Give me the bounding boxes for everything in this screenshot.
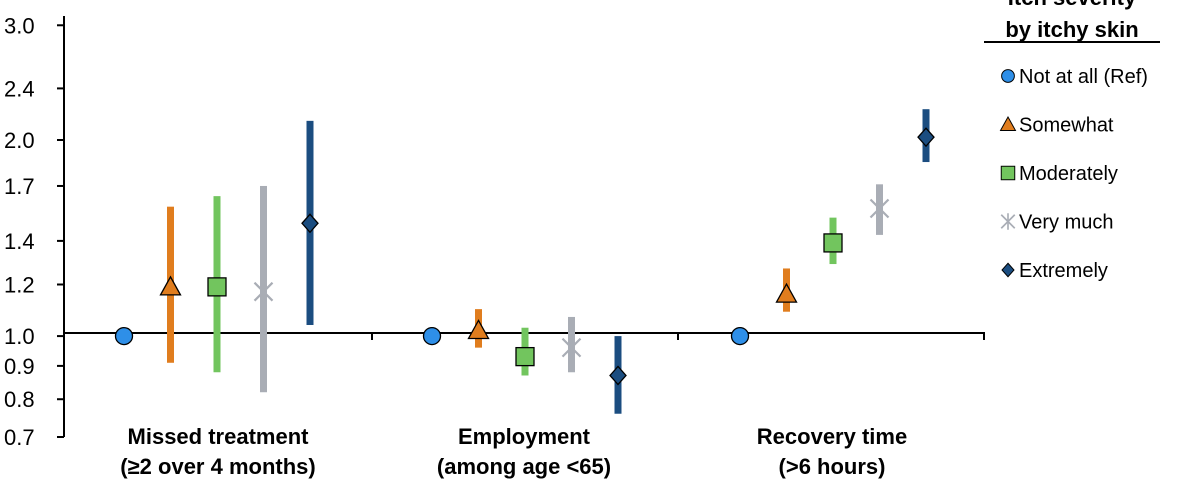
point-estimate: [207, 277, 227, 297]
legend-label: Very much: [1019, 212, 1113, 234]
point-estimate: [159, 275, 182, 296]
point-estimate: [467, 319, 490, 340]
data-marks: [114, 109, 935, 414]
legend-label: Moderately: [1019, 163, 1118, 185]
legend-marker: [1001, 262, 1015, 278]
category-label-line1: Recovery time: [757, 424, 907, 449]
category-label-line1: Employment: [458, 424, 591, 449]
plot-area: [57, 16, 985, 438]
y-tick-label: 0.8: [4, 387, 35, 412]
y-tick-label: 1.0: [4, 324, 35, 349]
y-tick-label: 3.0: [4, 13, 35, 38]
point-estimate: [422, 326, 442, 346]
y-tick-label: 1.2: [4, 273, 35, 298]
category-labels: Missed treatment (≥2 over 4 months) Employ…: [120, 424, 907, 479]
y-tick-label: 0.9: [4, 354, 35, 379]
category-label-line1: Missed treatment: [128, 424, 310, 449]
y-tick-label: 1.7: [4, 174, 35, 199]
y-axis-tick-labels: 3.0 2.4 2.0 1.7 1.4 1.2 1.0 0.9 0.8 0.7: [4, 13, 35, 450]
point-estimate: [730, 326, 750, 346]
point-estimate: [114, 326, 134, 346]
point-estimate: [775, 282, 798, 303]
point-estimate: [253, 280, 274, 303]
legend-title: Itch severity: [1008, 0, 1137, 10]
point-estimate: [561, 336, 582, 359]
y-tick-label: 2.0: [4, 128, 35, 153]
legend-label: Somewhat: [1019, 115, 1114, 137]
legend-marker: [1001, 69, 1015, 83]
y-tick-label: 1.4: [4, 229, 35, 254]
category-label-line2: (among age <65): [437, 454, 611, 479]
y-tick-label: 2.4: [4, 76, 35, 101]
legend-label: Extremely: [1019, 260, 1108, 282]
legend-items: Not at all (Ref) Somewhat Moderately Very m…: [999, 66, 1148, 282]
point-estimate: [515, 346, 535, 367]
point-estimate: [609, 365, 627, 386]
category-label-line2: (≥2 over 4 months): [120, 454, 315, 479]
legend-marker: [999, 115, 1017, 131]
legend: Itch severity by itchy skin Not at all (…: [984, 0, 1160, 282]
legend-marker: [1000, 165, 1016, 181]
point-estimate: [301, 213, 319, 234]
point-estimate: [869, 197, 890, 220]
legend-subtitle: by itchy skin: [1005, 17, 1138, 42]
point-estimate: [823, 233, 843, 253]
legend-label: Not at all (Ref): [1019, 66, 1148, 88]
legend-marker: [1000, 213, 1016, 230]
point-estimate: [917, 127, 935, 148]
category-label-line2: (>6 hours): [779, 454, 886, 479]
y-tick-label: 0.7: [4, 425, 35, 450]
